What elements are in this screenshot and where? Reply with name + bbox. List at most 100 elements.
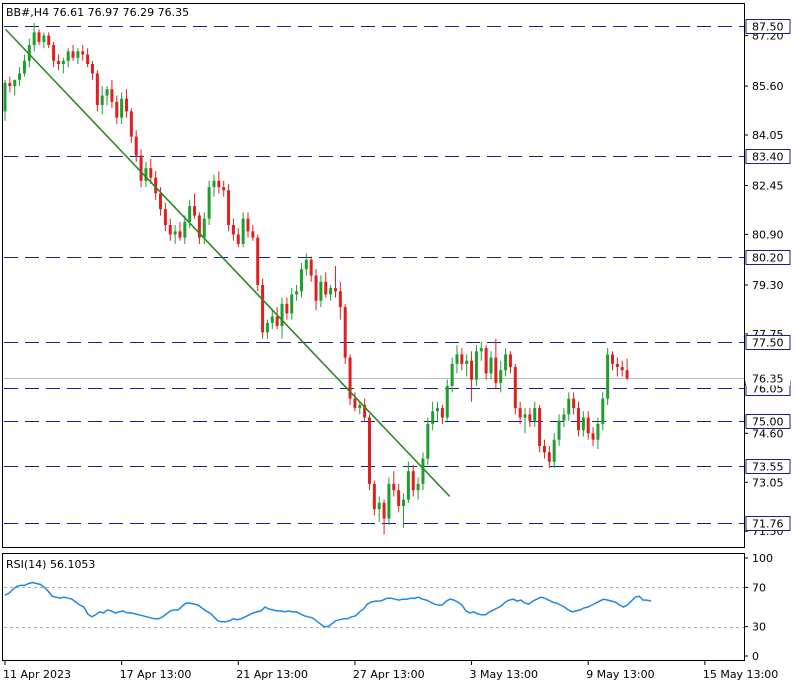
candle-66[interactable] [324,272,328,298]
candle-42[interactable] [207,180,211,225]
candle-96[interactable] [470,351,474,402]
candle-88[interactable] [431,401,435,431]
candle-18[interactable] [90,60,94,80]
candle-10[interactable] [52,41,56,68]
candle-118[interactable] [576,401,580,437]
candle-97[interactable] [474,344,478,386]
candle-123[interactable] [601,392,605,431]
candle-23[interactable] [115,95,119,124]
candle-115[interactable] [562,408,566,428]
candle-9[interactable] [47,32,51,49]
candle-122[interactable] [596,417,600,450]
price-panel[interactable] [2,3,745,548]
candle-113[interactable] [552,433,556,469]
candle-127[interactable] [620,360,624,377]
candle-25[interactable] [125,89,128,118]
candle-117[interactable] [572,392,576,415]
candle-2[interactable] [13,79,17,96]
candle-109[interactable] [533,401,537,428]
candle-83[interactable] [406,461,410,503]
candle-34[interactable] [168,218,172,241]
candle-60[interactable] [295,284,299,301]
trendline-segment[interactable] [4,28,451,498]
candle-33[interactable] [163,202,167,232]
candle-13[interactable] [66,48,70,68]
candle-14[interactable] [71,45,75,61]
candle-112[interactable] [547,445,551,469]
candle-0[interactable] [3,79,7,121]
candle-16[interactable] [81,45,85,61]
candle-73[interactable] [358,401,362,415]
candle-86[interactable] [421,452,425,491]
candle-27[interactable] [134,130,138,162]
candle-31[interactable] [154,171,158,200]
candle-128[interactable] [625,358,629,380]
rsi-panel[interactable] [2,553,745,661]
candle-85[interactable] [416,477,420,500]
candle-40[interactable] [197,212,201,244]
candle-1[interactable] [8,76,12,93]
candle-17[interactable] [86,48,90,68]
candle-70[interactable] [343,303,347,364]
candle-43[interactable] [212,174,216,197]
candle-61[interactable] [299,262,303,298]
candle-94[interactable] [460,348,464,371]
candle-114[interactable] [557,414,561,446]
candle-121[interactable] [591,427,595,446]
candle-65[interactable] [319,275,323,308]
candle-52[interactable] [256,234,260,292]
candle-105[interactable] [513,363,517,415]
candle-57[interactable] [280,297,284,339]
candle-78[interactable] [382,499,386,535]
candle-92[interactable] [450,357,454,393]
candle-95[interactable] [465,354,469,377]
candle-48[interactable] [236,228,240,248]
candle-103[interactable] [504,348,508,377]
candle-46[interactable] [227,183,231,232]
candle-79[interactable] [387,477,391,525]
candle-50[interactable] [246,212,250,238]
candle-15[interactable] [76,48,80,64]
candle-104[interactable] [508,351,512,374]
candle-62[interactable] [304,253,308,276]
candle-101[interactable] [494,338,498,390]
candle-39[interactable] [193,193,197,219]
candle-47[interactable] [231,218,235,241]
candle-64[interactable] [314,269,318,311]
candle-37[interactable] [183,215,187,244]
candle-30[interactable] [149,158,153,184]
candle-119[interactable] [581,411,585,437]
candle-124[interactable] [606,348,610,405]
candle-81[interactable] [397,483,401,513]
candle-59[interactable] [290,288,294,320]
candle-5[interactable] [27,38,31,68]
candle-102[interactable] [499,360,503,393]
candle-54[interactable] [265,319,269,339]
candle-21[interactable] [105,86,109,106]
candle-108[interactable] [528,408,532,428]
candle-76[interactable] [372,480,376,516]
candle-49[interactable] [241,212,245,248]
candle-8[interactable] [42,32,46,49]
candle-77[interactable] [377,496,381,522]
candle-84[interactable] [411,464,415,497]
candle-44[interactable] [217,171,221,194]
candle-74[interactable] [363,398,367,421]
candle-19[interactable] [95,70,99,112]
candle-87[interactable] [426,417,430,465]
candle-51[interactable] [251,224,255,241]
candle-125[interactable] [611,351,614,371]
candle-7[interactable] [37,29,41,46]
candle-120[interactable] [586,411,590,440]
candle-3[interactable] [18,67,22,87]
candle-93[interactable] [455,344,459,374]
candle-26[interactable] [129,108,133,143]
candle-99[interactable] [484,344,488,380]
candle-91[interactable] [445,379,449,421]
candle-56[interactable] [275,307,279,330]
candle-67[interactable] [329,284,333,301]
candle-53[interactable] [261,278,265,339]
candle-4[interactable] [22,54,26,77]
candle-29[interactable] [144,161,148,188]
candle-71[interactable] [348,354,352,405]
